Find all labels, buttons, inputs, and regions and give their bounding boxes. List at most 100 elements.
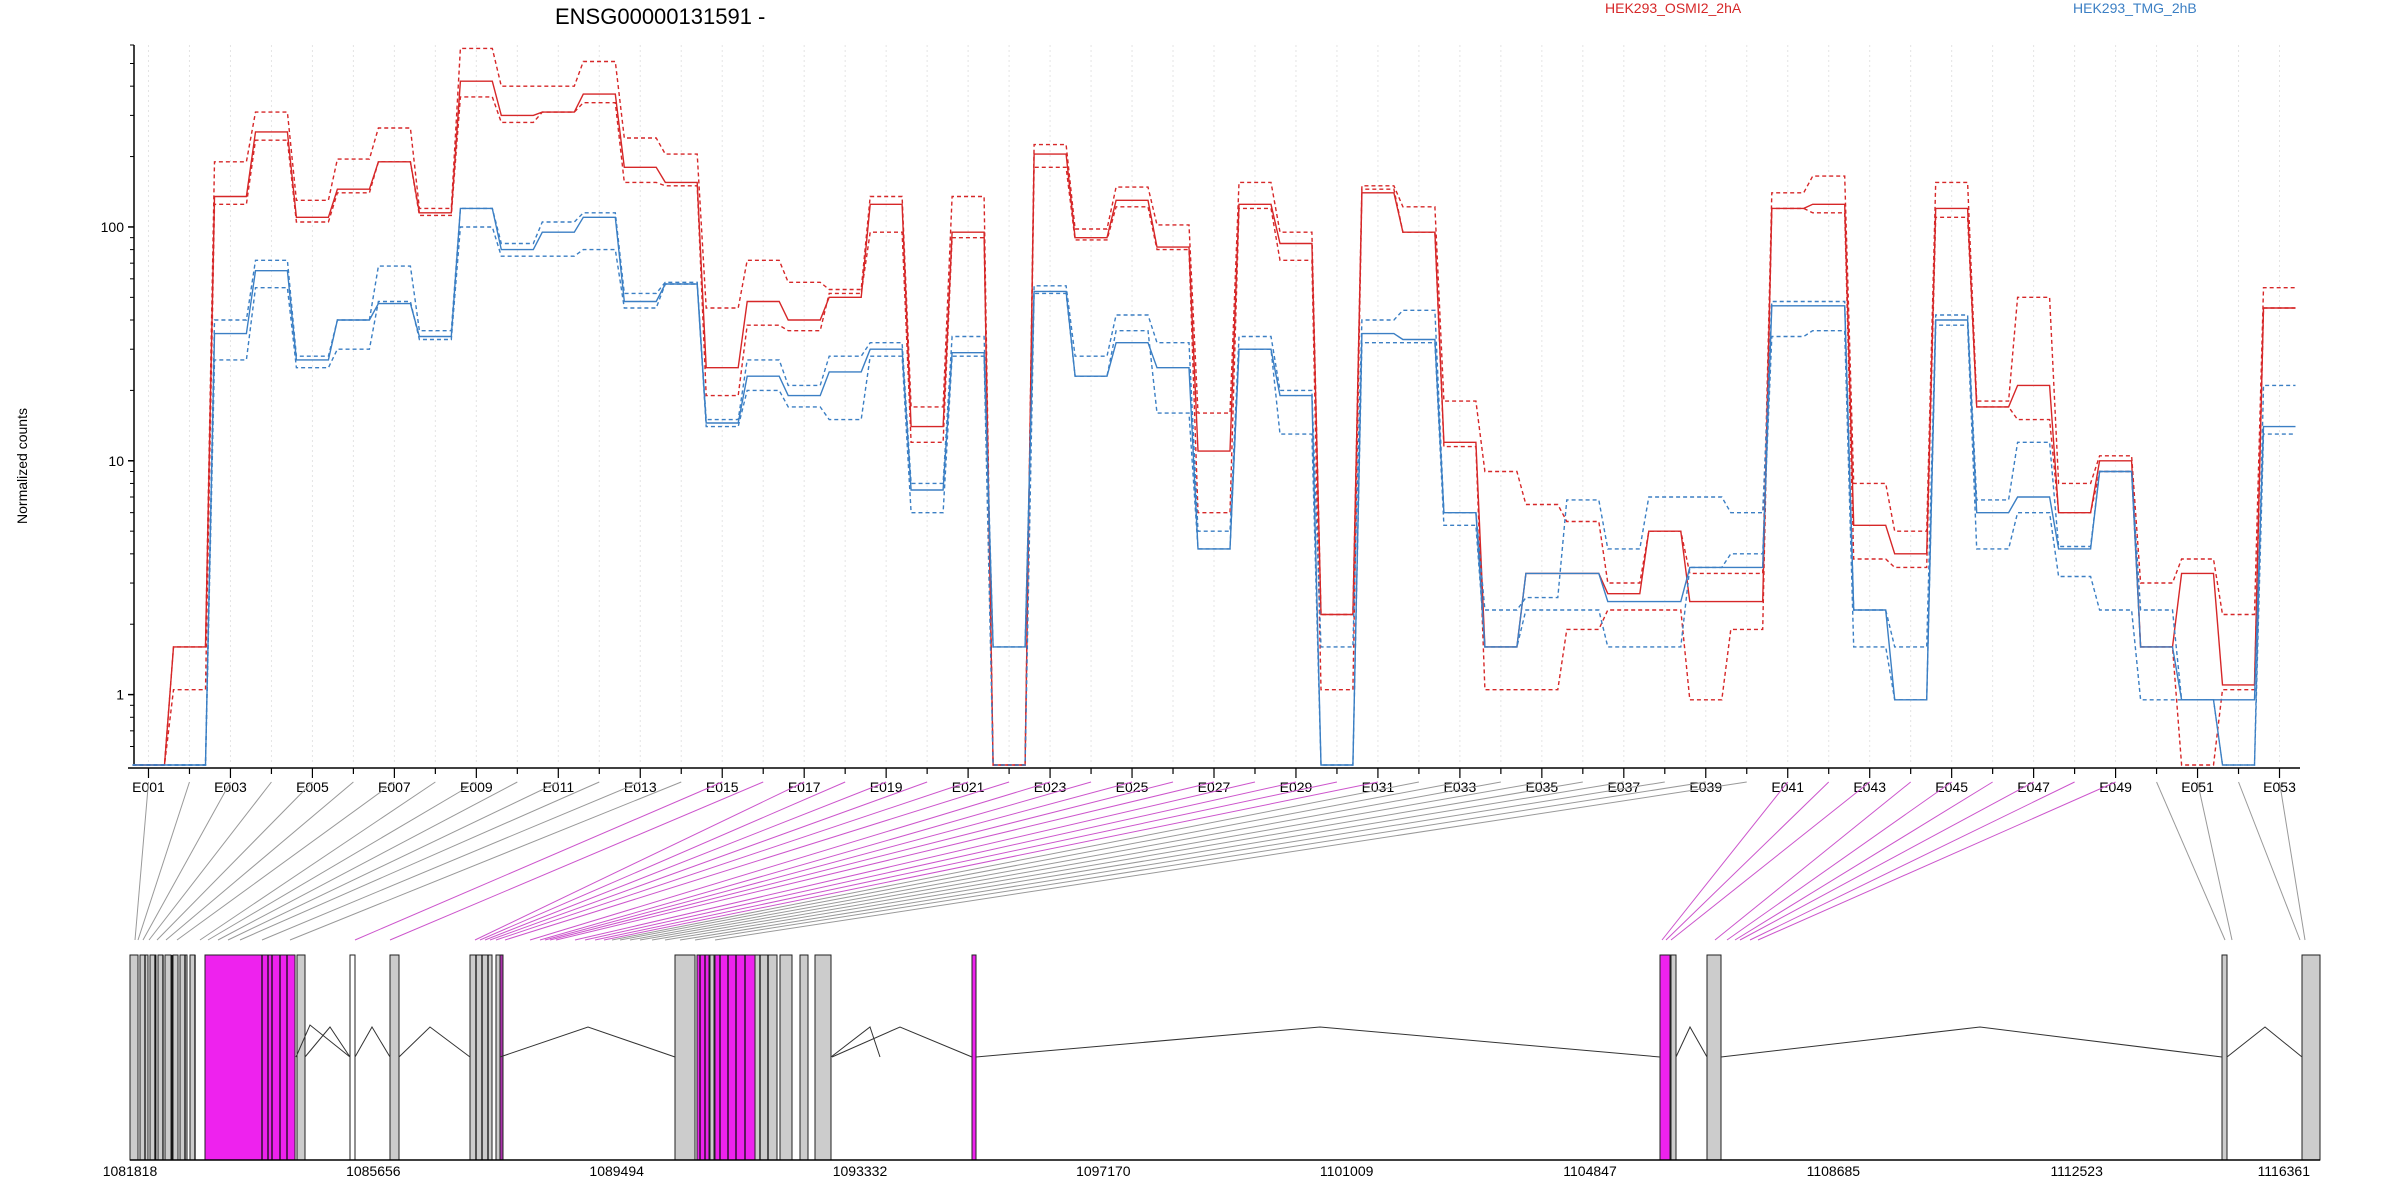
exon-connector (584, 781, 1297, 941)
exon-block (2301, 954, 2321, 1161)
intron-line (1675, 1025, 1708, 1058)
exon-block (495, 954, 501, 1161)
exon-connector (679, 781, 1665, 941)
x-tick-label: E019 (870, 779, 903, 795)
x-tick-label: E023 (1034, 779, 1067, 795)
exon-connector (148, 781, 272, 941)
genome-tick-label: 1104847 (1563, 1163, 1617, 1179)
exon-connector (137, 781, 190, 941)
intron-line (830, 1026, 881, 1058)
intron-line (831, 1026, 973, 1058)
exon-connector (479, 781, 846, 941)
genome-tick-label: 1112523 (2050, 1163, 2103, 1179)
exon-connector (142, 781, 231, 941)
exon-connector (629, 781, 1501, 941)
exon-connector (529, 781, 1051, 941)
exon-block (709, 954, 715, 1161)
x-tick-label: E045 (1935, 779, 1968, 795)
intron-line (975, 1026, 1661, 1058)
exon-block (204, 954, 296, 1161)
exon-connector (207, 781, 477, 941)
genome-tick-label: 1089494 (589, 1163, 644, 1179)
exon-connector (289, 781, 682, 941)
x-tick-label: E021 (952, 779, 985, 795)
exon-connector (1726, 781, 1952, 941)
x-tick-label: E051 (2181, 779, 2214, 795)
exon-connector (1749, 781, 2075, 941)
exon-block (164, 954, 172, 1161)
exon-block (779, 954, 793, 1161)
x-tick-label: E041 (1771, 779, 1804, 795)
x-tick-label: E049 (2099, 779, 2132, 795)
exon-connector (495, 781, 969, 941)
x-tick-label: E015 (706, 779, 739, 795)
exon-connector (1757, 781, 2116, 941)
exon-block (499, 954, 504, 1161)
genome-coordinate-axis: 1081818 1085656 1089494 1093332 1097170 11010… (103, 1159, 2320, 1179)
x-axis: E001 E003 E005 E007 E009 E011 E013 E015 E017 E019… (128, 767, 2300, 795)
x-tick-label: E005 (296, 779, 329, 795)
x-tick-label: E001 (132, 779, 165, 795)
exon-block (469, 954, 493, 1161)
x-tick-label: E003 (214, 779, 247, 795)
legend-entry-osmi2: HEK293_OSMI2_2hA (1605, 0, 1742, 16)
series-line-6 (132, 226, 2296, 766)
series-line-4 (132, 207, 2296, 766)
exon-block (2221, 954, 2228, 1161)
exon-connector (134, 781, 149, 941)
intron-line (304, 1026, 351, 1058)
exon-connector (389, 781, 764, 941)
exon-connector (664, 781, 1624, 941)
x-tick-label: E027 (1198, 779, 1231, 795)
exon-connector (1665, 781, 1830, 941)
exon-connector (484, 781, 887, 941)
exon-connector (555, 781, 1215, 941)
exon-connector (714, 781, 1747, 941)
exon-connector (199, 781, 436, 941)
exon-block (754, 954, 778, 1161)
y-tick-label: 1 (116, 687, 124, 703)
exon-block (674, 954, 696, 1161)
gene-model (129, 954, 2321, 1161)
chart-title: ENSG00000131591 - (555, 4, 765, 29)
exon-block (189, 954, 196, 1161)
intron-line (499, 1026, 676, 1058)
exon-connector (239, 781, 600, 941)
y-axis: 1 10 100 (101, 44, 135, 765)
exon-connector (1734, 781, 1993, 941)
intron-line (295, 1024, 351, 1058)
y-tick-label: 10 (108, 453, 124, 469)
exon-connector (489, 781, 928, 941)
exon-connector (354, 781, 723, 941)
intron-line (1720, 1026, 2223, 1058)
intron-line (398, 1026, 471, 1058)
exon-block (157, 954, 164, 1161)
x-tick-label: E007 (378, 779, 411, 795)
exon-gridlines (147, 45, 2281, 765)
exon-connector (651, 781, 1583, 941)
exon-block (296, 954, 306, 1161)
exon-connector (1661, 781, 1789, 941)
genome-tick-label: 1101009 (1320, 1163, 1374, 1179)
exon-block (389, 954, 400, 1161)
x-tick-label: E009 (460, 779, 493, 795)
exon-block (1706, 954, 1722, 1161)
exon-block (814, 954, 832, 1161)
series-line-2 (132, 80, 2296, 766)
exon-connector (639, 781, 1542, 941)
exon-connector (504, 781, 1010, 941)
exon-connector (549, 781, 1174, 941)
x-tick-label: E031 (1362, 779, 1395, 795)
genome-tick-label: 1081818 (103, 1163, 158, 1179)
exon-connector (1670, 781, 1871, 941)
exon-connector (1739, 781, 2034, 941)
exon-connector (2156, 781, 2226, 941)
exon-connector (156, 781, 313, 941)
exon-block (179, 954, 188, 1161)
legend-entry-tmg: HEK293_TMG_2hB (2073, 0, 2197, 16)
exon-block (139, 954, 149, 1161)
exon-connector (611, 781, 1420, 941)
exon-connector (594, 781, 1338, 941)
exon-block (714, 954, 756, 1161)
